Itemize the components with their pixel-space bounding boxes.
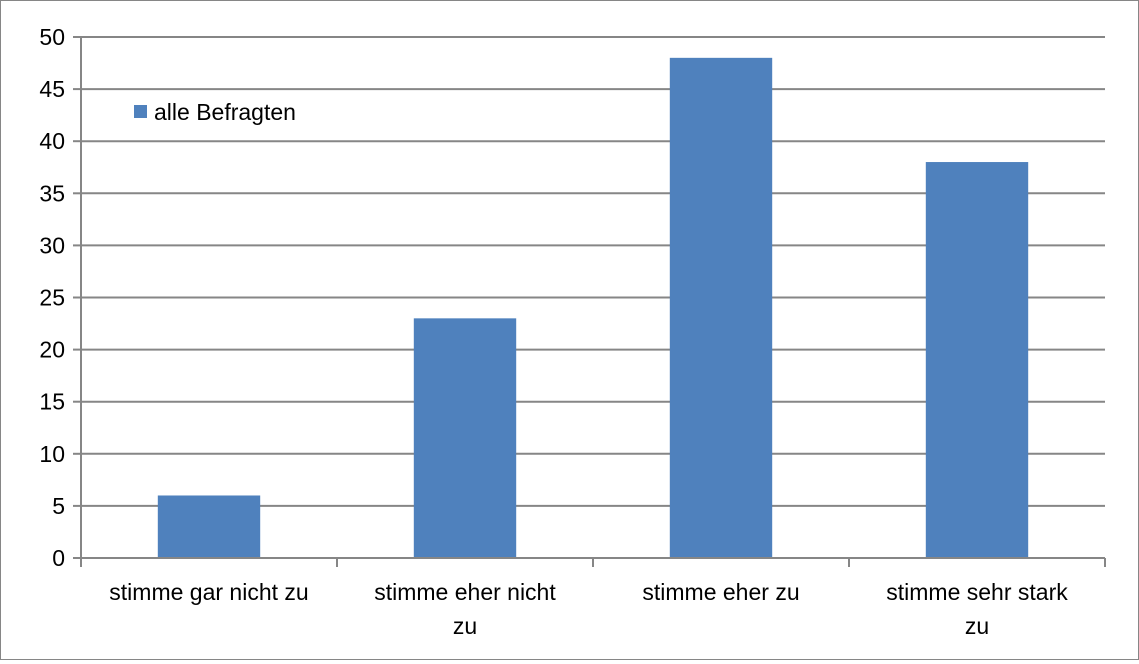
y-tick-label: 25 — [39, 285, 65, 311]
x-tick-label: stimme gar nicht zu — [109, 579, 308, 605]
x-tick-label: stimme sehr stark zu — [886, 579, 1068, 639]
x-tick-label-line: stimme gar nicht zu — [109, 579, 308, 605]
y-tick-label: 10 — [39, 441, 65, 467]
y-tick-label: 50 — [39, 24, 65, 50]
x-tick-label: stimme eher zu — [642, 579, 799, 605]
bar — [157, 495, 261, 558]
y-tick-label: 45 — [39, 76, 65, 102]
x-tick-label-line: zu — [453, 613, 477, 639]
y-tick-label: 35 — [39, 180, 65, 206]
x-tick-label: stimme eher nicht zu — [374, 579, 556, 639]
bar — [669, 57, 773, 559]
bar — [925, 162, 1029, 559]
legend: alle Befragten — [134, 99, 296, 125]
x-tick-label-line: stimme sehr stark — [886, 579, 1068, 605]
y-tick-labels: 0 5 10 15 20 25 30 35 40 45 50 — [39, 24, 65, 571]
bar — [413, 318, 517, 558]
y-tick-label: 5 — [52, 493, 65, 519]
legend-swatch — [134, 105, 147, 118]
legend-label: alle Befragten — [154, 99, 296, 125]
y-tick-label: 0 — [52, 545, 65, 571]
x-tick-label-line: stimme eher zu — [642, 579, 799, 605]
axes — [73, 36, 1106, 567]
x-tick-label-line: stimme eher nicht — [374, 579, 556, 605]
x-tick-labels: stimme gar nicht zu stimme eher nicht zust… — [109, 579, 1068, 639]
y-tick-label: 30 — [39, 232, 65, 258]
y-tick-label: 40 — [39, 128, 65, 154]
gridlines — [81, 36, 1105, 507]
y-tick-label: 20 — [39, 337, 65, 363]
bars — [157, 57, 1029, 559]
y-tick-label: 15 — [39, 389, 65, 415]
x-tick-label-line: zu — [965, 613, 989, 639]
